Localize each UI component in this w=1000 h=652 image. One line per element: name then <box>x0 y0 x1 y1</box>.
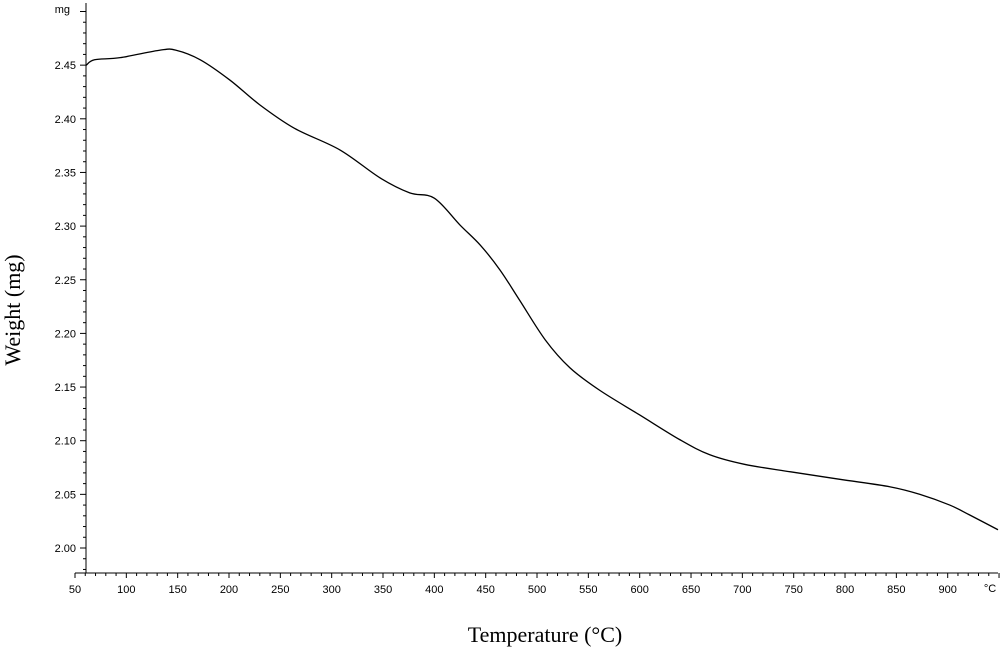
y-axis-title: Weight (mg) <box>0 254 25 365</box>
y-tick-label: 2.15 <box>55 382 76 394</box>
x-tick-label: 250 <box>271 584 289 596</box>
x-tick-label: 850 <box>887 584 905 596</box>
x-tick-label: 100 <box>117 584 135 596</box>
x-tick-label: 500 <box>528 584 546 596</box>
x-tick-label: 300 <box>322 584 340 596</box>
y-tick-label: 2.25 <box>55 275 76 287</box>
x-tick-label: 400 <box>425 584 443 596</box>
axes <box>75 3 998 574</box>
y-tick-label: 2.20 <box>55 328 76 340</box>
y-tick-label: 2.30 <box>55 221 76 233</box>
x-tick-label: 800 <box>836 584 854 596</box>
y-tick-label: 2.45 <box>55 60 76 72</box>
x-tick-label: 700 <box>733 584 751 596</box>
y-tick-label: 2.00 <box>55 543 76 555</box>
x-unit-label: °C <box>984 583 996 595</box>
x-tick-label: 450 <box>477 584 495 596</box>
x-tick-label: 350 <box>374 584 392 596</box>
x-tick-label: 550 <box>579 584 597 596</box>
x-axis-title: Temperature (°C) <box>468 622 622 647</box>
x-tick-label: 750 <box>785 584 803 596</box>
x-tick-label: 200 <box>220 584 238 596</box>
y-tick-label: 2.35 <box>55 167 76 179</box>
y-tick-label: 2.05 <box>55 489 76 501</box>
x-tick-label: 900 <box>939 584 957 596</box>
x-tick-label: 150 <box>168 584 186 596</box>
y-unit-label: mg <box>55 4 70 16</box>
x-tick-label: 50 <box>69 584 81 596</box>
x-tick-label: 650 <box>682 584 700 596</box>
ticks: 50 100 150 200 250 300 350 400 450 500 550 600 650 70… <box>55 11 1000 596</box>
y-tick-label: 2.10 <box>55 436 76 448</box>
x-tick-label: 600 <box>631 584 649 596</box>
y-tick-label: 2.40 <box>55 114 76 126</box>
series-line-weight <box>85 48 999 531</box>
